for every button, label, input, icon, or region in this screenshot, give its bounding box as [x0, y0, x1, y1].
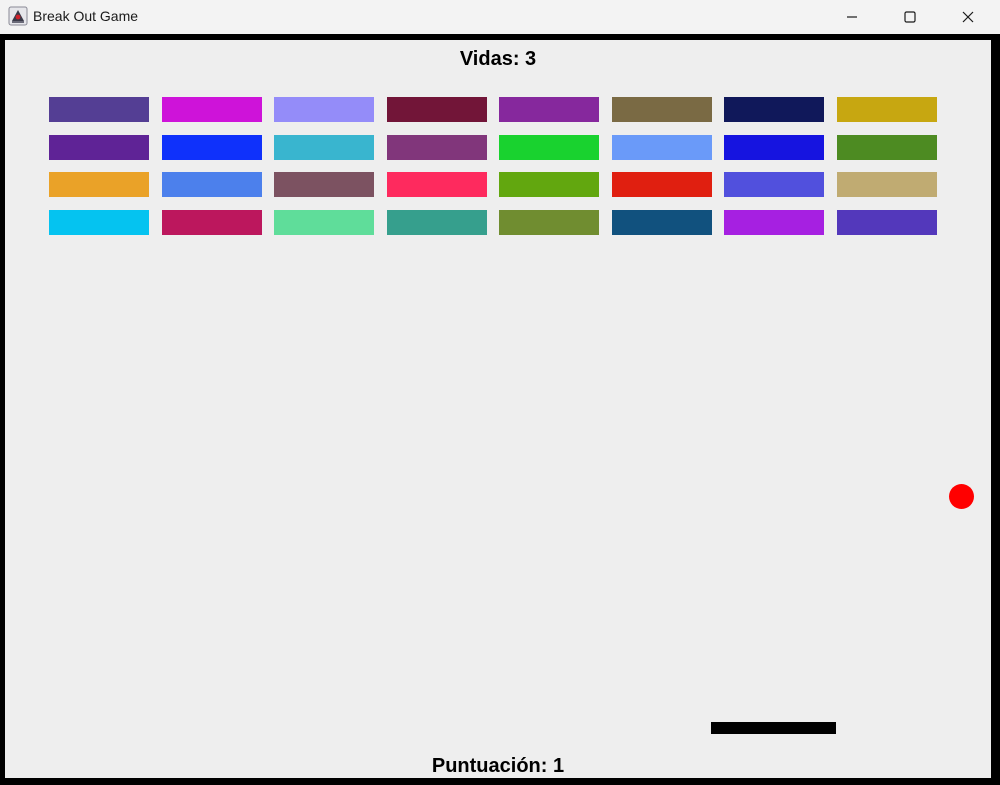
- window-title: Break Out Game: [33, 8, 139, 24]
- brick: [274, 97, 374, 122]
- brick: [724, 97, 824, 122]
- brick: [387, 97, 487, 122]
- lives-counter: Vidas: 3: [459, 48, 537, 70]
- brick: [387, 210, 487, 235]
- maximize-button[interactable]: [881, 0, 939, 33]
- title-bar[interactable]: Break Out Game: [0, 0, 1000, 34]
- brick: [724, 135, 824, 160]
- brick: [724, 210, 824, 235]
- brick: [49, 172, 149, 197]
- brick: [49, 97, 149, 122]
- brick: [49, 210, 149, 235]
- brick: [162, 210, 262, 235]
- paddle[interactable]: [711, 722, 836, 734]
- brick: [162, 97, 262, 122]
- brick: [162, 172, 262, 197]
- brick: [837, 172, 937, 197]
- brick: [387, 135, 487, 160]
- brick: [499, 97, 599, 122]
- brick: [612, 97, 712, 122]
- ball: [949, 484, 974, 509]
- brick: [274, 210, 374, 235]
- minimize-icon: [847, 15, 857, 18]
- brick: [499, 210, 599, 235]
- brick: [612, 172, 712, 197]
- brick: [724, 172, 824, 197]
- minimize-button[interactable]: [823, 0, 881, 33]
- close-icon: [962, 11, 974, 22]
- brick: [274, 172, 374, 197]
- brick: [499, 172, 599, 197]
- brick: [49, 135, 149, 160]
- brick: [162, 135, 262, 160]
- brick: [837, 97, 937, 122]
- brick: [387, 172, 487, 197]
- brick: [612, 210, 712, 235]
- game-frame: Vidas: 3 Puntuación: 1: [0, 34, 1000, 785]
- brick: [499, 135, 599, 160]
- brick-wall: [49, 97, 949, 237]
- close-button[interactable]: [939, 0, 997, 33]
- brick: [837, 135, 937, 160]
- brick: [612, 135, 712, 160]
- java-duke-icon: [8, 6, 28, 26]
- brick: [274, 135, 374, 160]
- game-canvas[interactable]: Vidas: 3 Puntuación: 1: [5, 40, 991, 778]
- maximize-icon: [904, 10, 916, 23]
- score-counter: Puntuación: 1: [431, 755, 565, 777]
- brick: [837, 210, 937, 235]
